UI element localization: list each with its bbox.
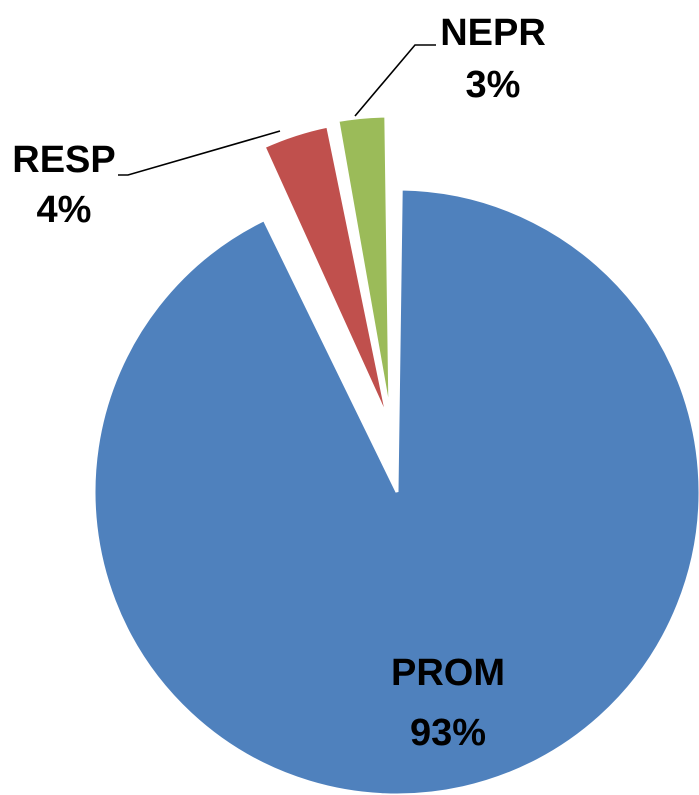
pie-slice-prom — [92, 187, 699, 795]
leader-line-nepr — [354, 44, 436, 117]
slice-label-prom: PROM — [391, 652, 505, 694]
pie-slice-nepr — [336, 114, 392, 417]
leader-line-resp — [118, 130, 281, 176]
slice-value-resp: 4% — [37, 189, 92, 231]
leader-lines-layer — [118, 44, 436, 176]
pie-slice-resp — [262, 124, 390, 421]
slices-layer — [92, 114, 699, 795]
slice-value-prom: 93% — [410, 712, 486, 754]
labels-layer: PROM 93% RESP 4% NEPR 3% — [12, 12, 546, 754]
slice-label-nepr: NEPR — [440, 12, 546, 54]
slice-label-resp: RESP — [12, 139, 115, 181]
slice-value-nepr: 3% — [466, 64, 521, 106]
